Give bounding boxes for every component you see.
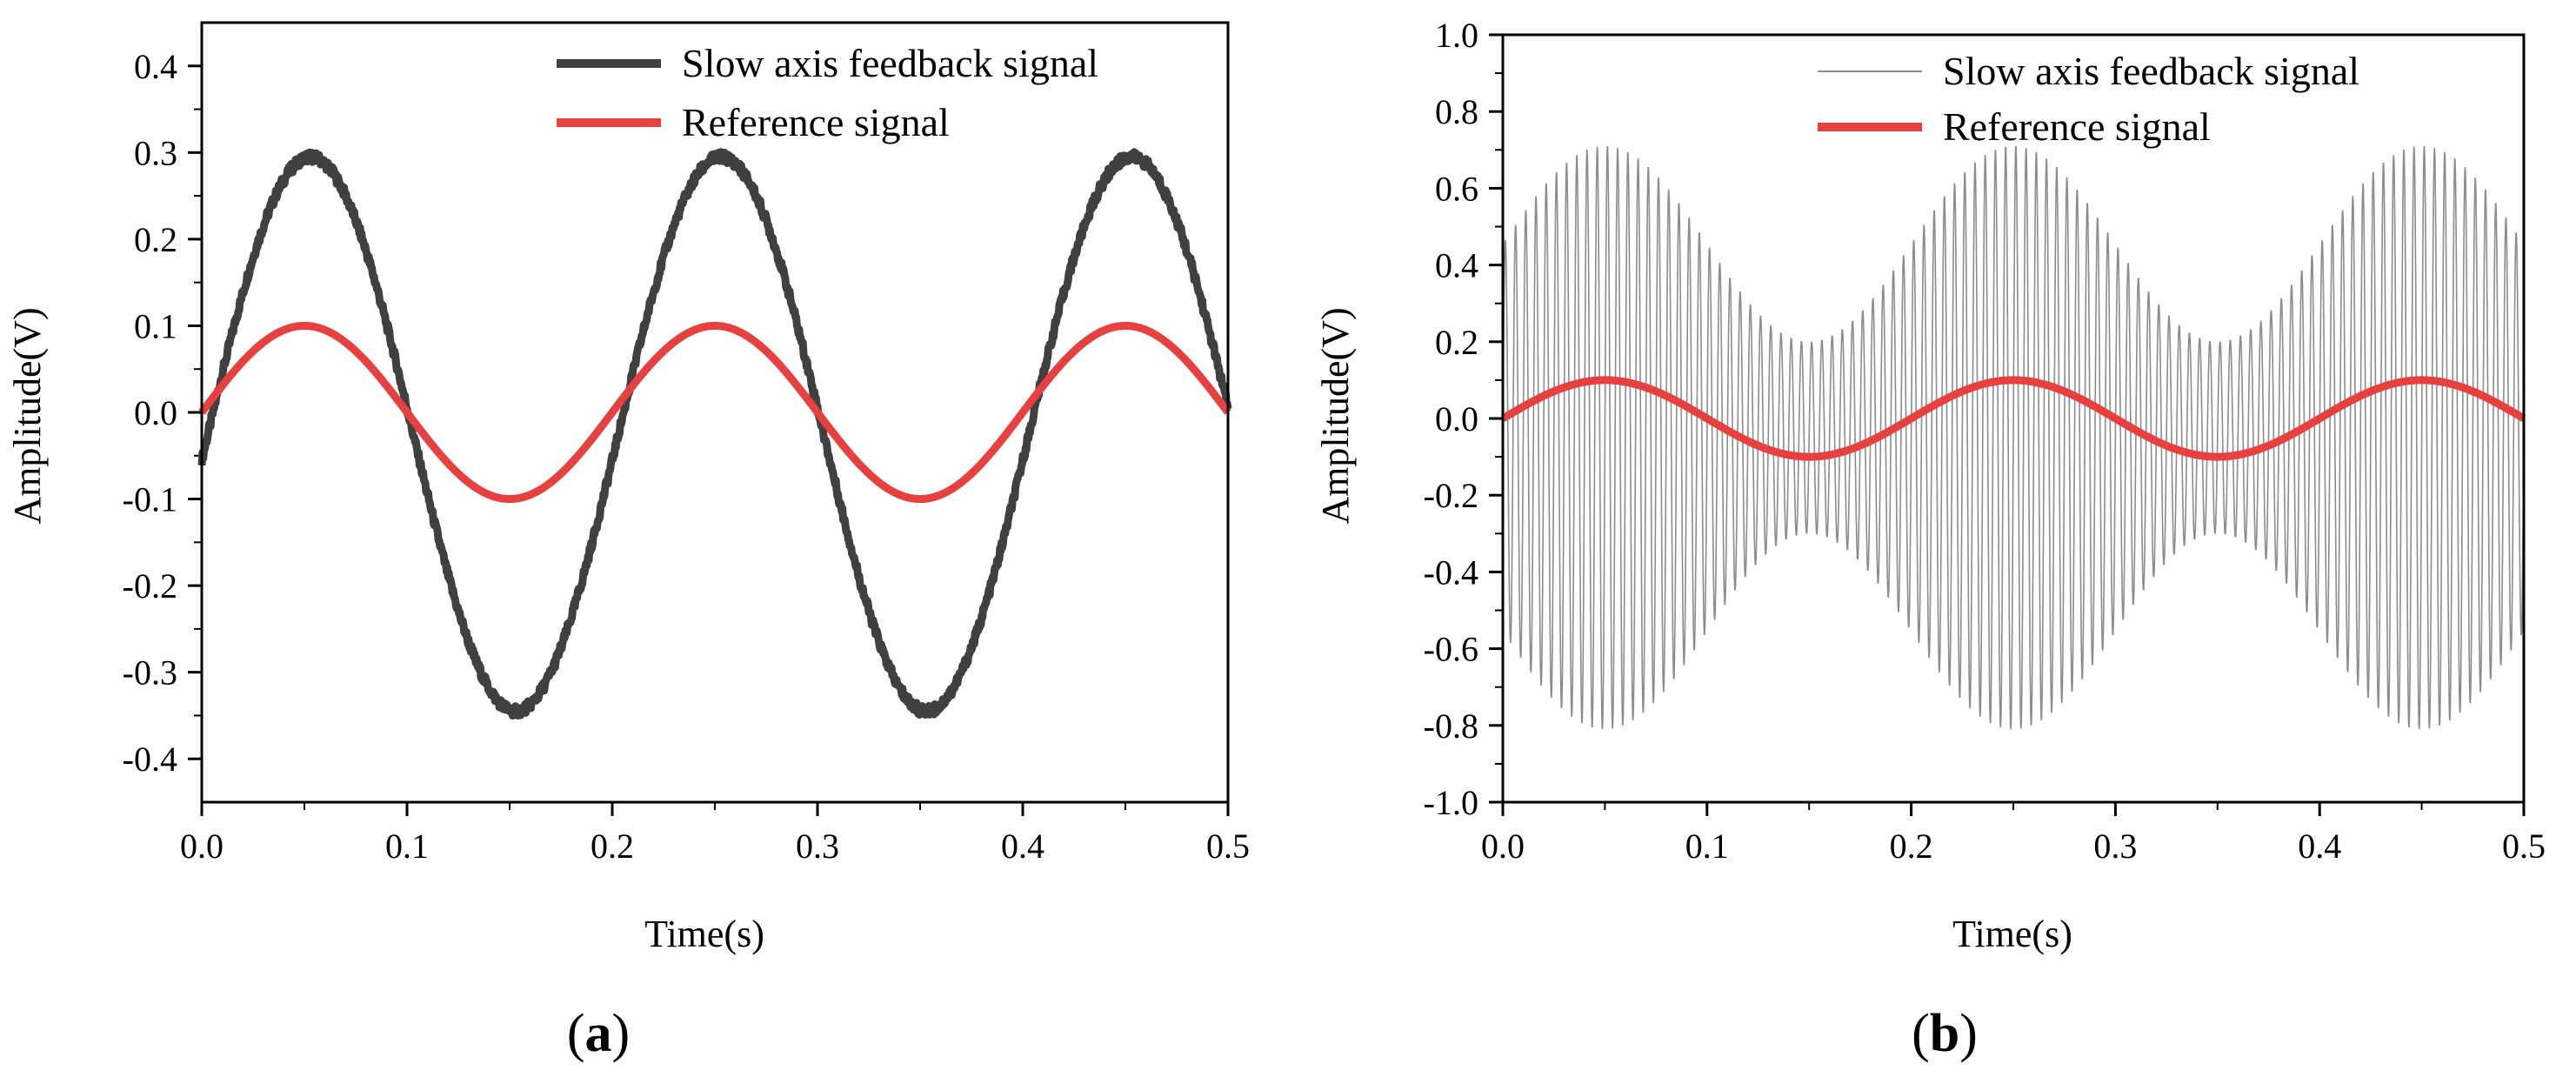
x-axis-title-a: Time(s): [644, 913, 764, 955]
series-group-a: [197, 148, 1232, 720]
legend-label-feedback-b: Slow axis feedback signal: [1943, 49, 2359, 93]
series-line-feedback-b: [1502, 145, 2525, 730]
x-tick-label-b: 0.1: [1685, 827, 1729, 866]
series-line-reference-a: [198, 321, 1231, 504]
y-tick-label-b: -0.8: [1424, 706, 1478, 746]
legend-label-reference-a: Reference signal: [682, 100, 950, 144]
series-line-feedback-a: [197, 148, 1232, 720]
y-tick-label-b: -0.6: [1424, 630, 1478, 669]
y-tick-label-a: 0.0: [134, 393, 177, 432]
chart-panel-a: -0.4-0.3-0.2-0.10.00.10.20.30.4 0.0 0.1 0.…: [6, 21, 1250, 1063]
y-tick-label-a: -0.2: [123, 566, 177, 606]
y-tick-label-a: -0.3: [123, 653, 177, 693]
x-tick-label-a: 0.4: [1001, 827, 1044, 866]
x-tick-labels-b: 0.0 0.1 0.2 0.3 0.4 0.5: [1481, 827, 2546, 866]
x-tick-label-a: 0.0: [180, 827, 224, 866]
x-tick-label-b: 0.0: [1481, 827, 1525, 866]
x-tick-label-b: 0.4: [2298, 827, 2341, 866]
panel-label-a: (a): [567, 1004, 630, 1063]
y-tick-label-a: 0.1: [134, 306, 177, 345]
y-tick-label-b: -0.4: [1424, 552, 1478, 592]
y-tick-label-b: 0.2: [1435, 323, 1478, 362]
y-tick-label-b: -0.2: [1424, 476, 1478, 515]
legend-label-reference-b: Reference signal: [1943, 104, 2211, 149]
x-tick-label-a: 0.2: [591, 827, 634, 866]
y-tick-label-a: -0.1: [123, 480, 177, 519]
x-axis-title-b: Time(s): [1952, 913, 2072, 955]
y-tick-label-b: 1.0: [1435, 16, 1478, 55]
x-tick-label-b: 0.3: [2093, 827, 2137, 866]
x-tick-label-a: 0.5: [1206, 827, 1250, 866]
series-line-reference-b: [1500, 376, 2526, 461]
y-tick-label-b: 0.8: [1435, 92, 1478, 131]
y-tick-label-a: 0.2: [134, 220, 177, 259]
series-group-b: [1500, 145, 2526, 730]
y-tick-label-a: 0.3: [134, 133, 177, 172]
x-tick-label-a: 0.1: [385, 827, 429, 866]
y-tick-label-a: 0.4: [134, 47, 177, 86]
legend-label-feedback-a: Slow axis feedback signal: [682, 41, 1098, 85]
y-tick-labels-a: -0.4 -0.3 -0.2 -0.1 0.0 0.1 0.2 0.3 0.4: [123, 47, 177, 779]
x-tick-label-b: 0.5: [2502, 827, 2546, 866]
panel-label-b: (b): [1912, 1004, 1978, 1063]
legend-a: Slow axis feedback signal Reference sign…: [557, 41, 1098, 144]
y-tick-label-b: 0.6: [1435, 169, 1478, 208]
y-tick-label-b: 0.4: [1435, 246, 1478, 285]
y-tick-label-b: 0.0: [1435, 399, 1478, 438]
y-tick-label-b: -1.0: [1424, 783, 1478, 822]
y-tick-labels-b: -1.0 -0.8 -0.6 -0.4 -0.2 0.0 0.2 0.4 0.6 0.8 1.0: [1424, 16, 1478, 822]
y-tick-label-a: -0.4: [123, 740, 177, 779]
legend-b: Slow axis feedback signal Reference sign…: [1818, 49, 2359, 149]
y-axis-title-a: Amplitude(V): [6, 307, 49, 524]
chart-panel-b: -1.0 -0.8 -0.6 -0.4 -0.2 0.0 0.2 0.4 0.6 0.8 1.0 0…: [1314, 16, 2546, 1063]
y-axis-title-b: Amplitude(V): [1314, 307, 1357, 524]
x-tick-label-b: 0.2: [1890, 827, 1933, 866]
x-tick-label-a: 0.3: [796, 827, 839, 866]
plot-frame-b: [1501, 33, 2526, 804]
plot-frame-a: [200, 21, 1230, 804]
x-tick-labels-a: 0.0 0.1 0.2 0.3 0.4 0.5: [180, 827, 1250, 866]
